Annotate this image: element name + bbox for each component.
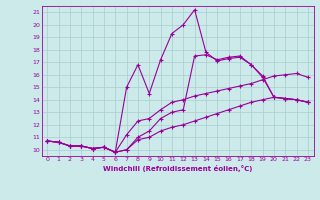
X-axis label: Windchill (Refroidissement éolien,°C): Windchill (Refroidissement éolien,°C) (103, 165, 252, 172)
